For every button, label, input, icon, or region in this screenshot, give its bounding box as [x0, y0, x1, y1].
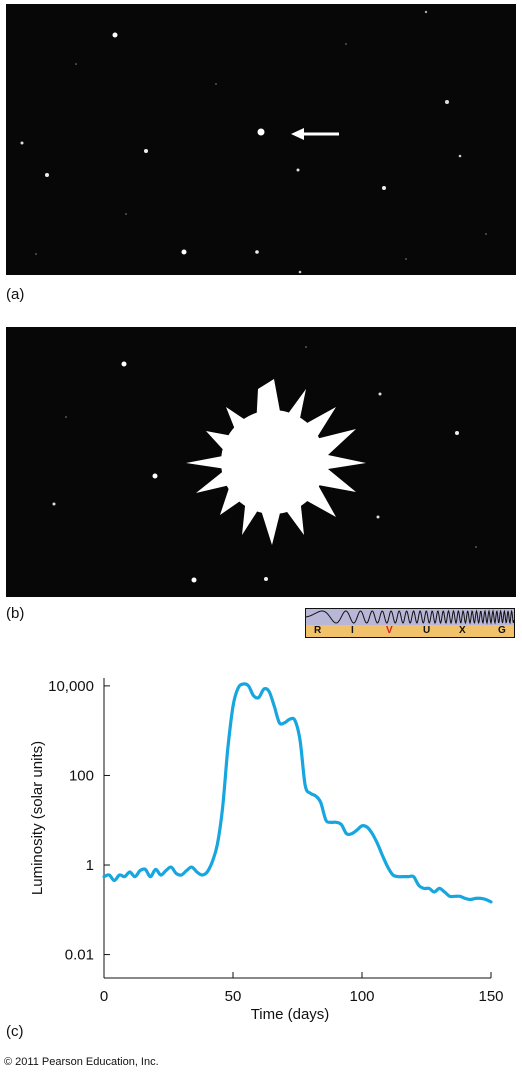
star — [264, 577, 268, 581]
star — [458, 154, 462, 158]
star-field-a-stars — [20, 10, 487, 274]
chart-series — [102, 682, 493, 904]
spectrum-band-labels: R I V U X G — [306, 625, 514, 637]
star — [20, 141, 24, 145]
star — [35, 253, 37, 255]
star — [45, 173, 49, 177]
star — [121, 361, 127, 367]
star — [376, 515, 380, 519]
x-tick-label: 0 — [100, 988, 108, 1005]
y-axis-title: Luminosity (solar units) — [29, 741, 46, 895]
band-i-label: I — [351, 625, 354, 636]
star-field-image-before — [6, 4, 516, 275]
wave-icon — [305, 609, 515, 625]
star — [475, 546, 477, 548]
arrow-icon — [291, 128, 339, 140]
y-tick-label: 10,000 — [48, 678, 94, 695]
star — [191, 577, 197, 583]
target-star — [257, 128, 265, 136]
band-u-label: U — [423, 625, 431, 636]
panel-label-b: (b) — [6, 605, 25, 622]
spectrum-band-indicator: R I V U X G — [305, 608, 515, 638]
y-tick-label: 100 — [69, 767, 94, 784]
star — [255, 250, 259, 254]
star — [52, 502, 56, 506]
x-tick-label: 100 — [349, 988, 374, 1005]
y-tick-label: 0.01 — [65, 947, 94, 964]
star — [144, 149, 148, 153]
supernova-flare — [186, 379, 366, 545]
star — [215, 83, 217, 85]
star — [485, 233, 487, 235]
luminosity-chart: 0 50 100 150 0.01 1 100 10,000 Time (days) Lumi… — [29, 678, 504, 1023]
star — [405, 258, 407, 260]
star-field-b-stars — [52, 346, 477, 583]
band-g-label: G — [498, 625, 506, 636]
star — [305, 346, 307, 348]
star-field-image-after — [6, 327, 516, 597]
star — [345, 43, 347, 45]
panel-label-a: (a) — [6, 286, 25, 303]
star — [298, 270, 302, 274]
chart-ticks: 0 50 100 150 0.01 1 100 10,000 — [48, 678, 503, 1005]
star — [75, 63, 77, 65]
band-v-label: V — [386, 625, 393, 636]
star — [378, 392, 382, 396]
panel-label-c: (c) — [6, 1023, 24, 1040]
x-axis-title: Time (days) — [251, 1006, 330, 1023]
copyright-notice: © 2011 Pearson Education, Inc. — [4, 1056, 159, 1068]
spectrum-wave — [305, 609, 515, 625]
star — [181, 249, 187, 255]
x-tick-label: 150 — [478, 988, 503, 1005]
star — [455, 431, 459, 435]
x-tick-label: 50 — [225, 988, 242, 1005]
band-r-label: R — [314, 625, 322, 636]
star — [445, 100, 449, 104]
star — [125, 213, 127, 215]
band-x-label: X — [459, 625, 466, 636]
star — [152, 473, 158, 479]
star — [296, 168, 300, 172]
star — [424, 10, 428, 14]
star — [65, 416, 67, 418]
y-tick-label: 1 — [86, 857, 94, 874]
luminosity-series-line — [102, 682, 493, 904]
star — [112, 32, 118, 38]
chart-axes — [103, 678, 491, 979]
star — [382, 186, 386, 190]
